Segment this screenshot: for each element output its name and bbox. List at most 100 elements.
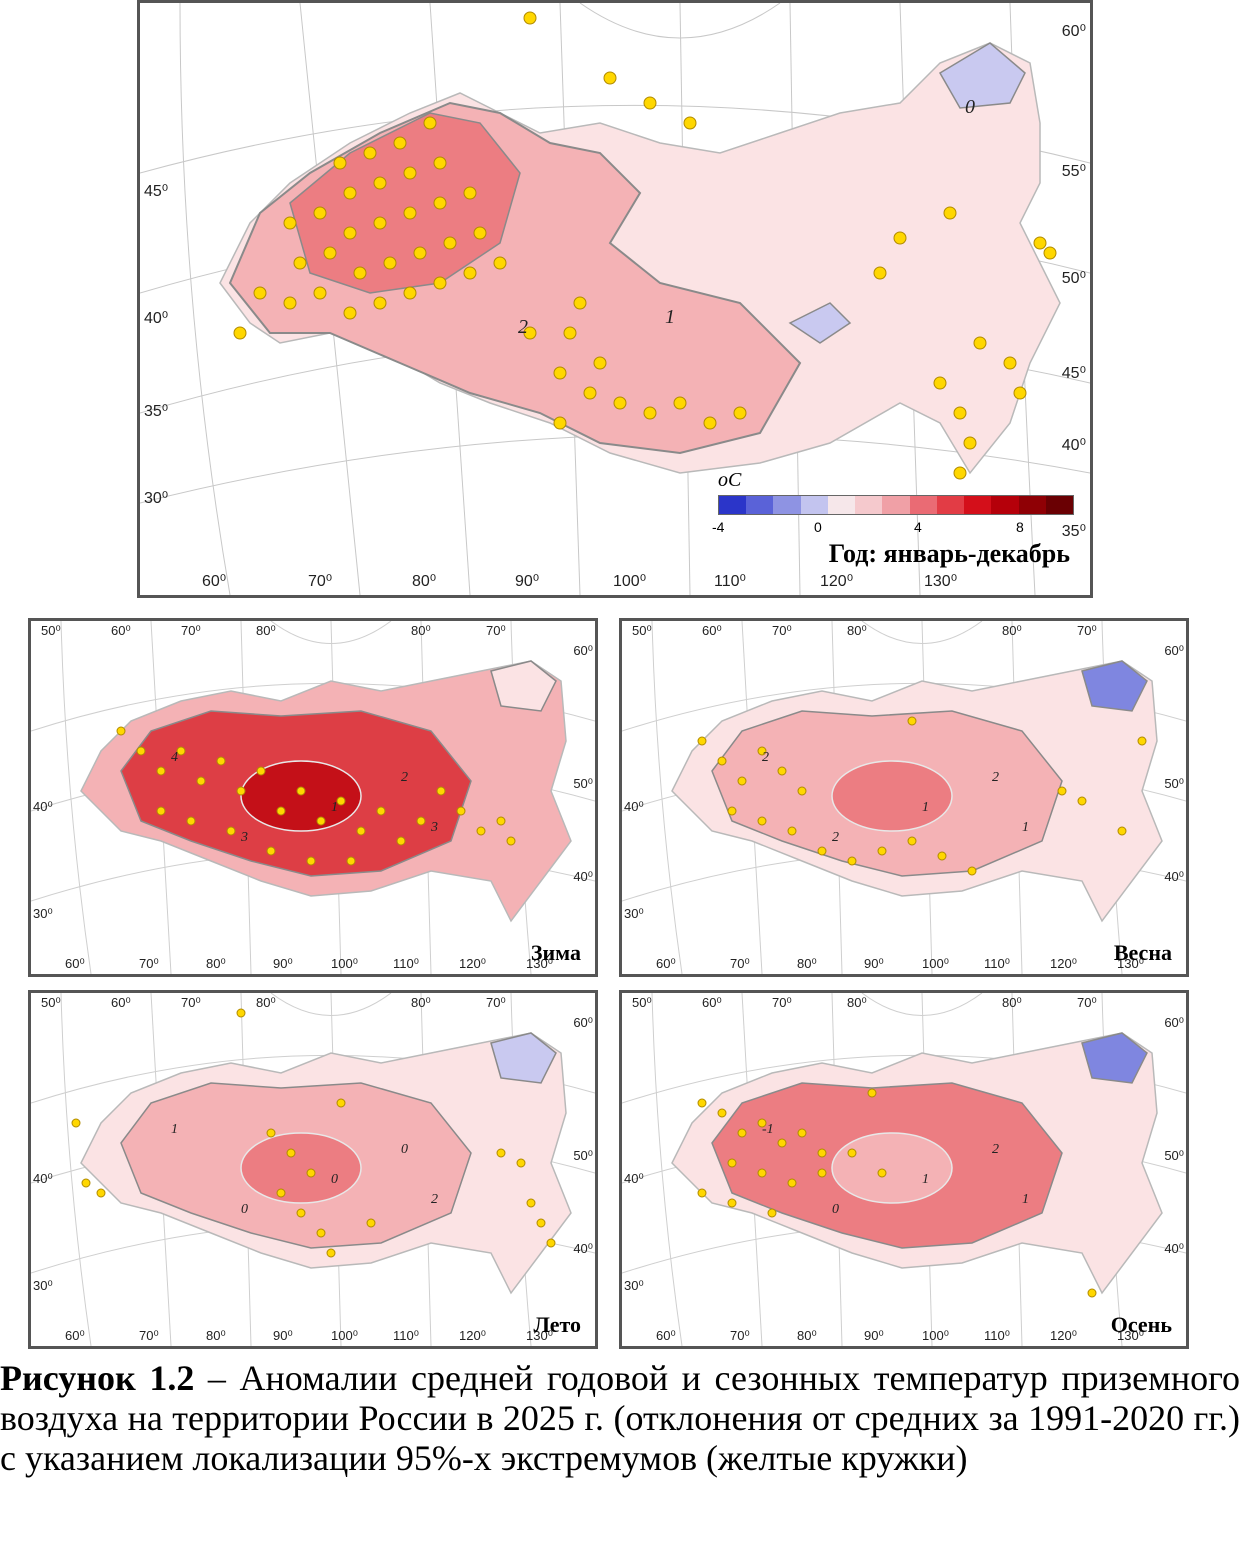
- panel-title: Осень: [1110, 1312, 1172, 1337]
- station-marker: [907, 716, 917, 726]
- isoline-label: 0: [832, 1202, 839, 1217]
- legend-swatch: [773, 496, 801, 514]
- legend-label: 4: [914, 519, 922, 535]
- station-marker: [526, 1198, 536, 1208]
- axis-tick: 40⁰: [573, 1241, 593, 1256]
- station-marker: [316, 1228, 326, 1238]
- station-marker: [847, 856, 857, 866]
- axis-tick: 40⁰: [33, 799, 53, 814]
- legend-swatch: [882, 496, 910, 514]
- right-tick: 45⁰: [1061, 365, 1086, 382]
- station-marker: [967, 866, 977, 876]
- axis-tick: 70⁰: [486, 995, 506, 1010]
- station-marker: [737, 776, 747, 786]
- axis-tick: 100⁰: [922, 956, 949, 971]
- bottom-tick: 110⁰: [714, 573, 746, 590]
- station-marker: [737, 1128, 747, 1138]
- station-marker: [236, 1008, 246, 1018]
- axis-tick: 50⁰: [573, 776, 593, 791]
- axis-tick: 60⁰: [656, 1328, 676, 1343]
- station-marker: [136, 746, 146, 756]
- isoline-label: 2: [431, 1192, 438, 1207]
- anomaly-core: [240, 1132, 362, 1204]
- isoline-label: 0: [331, 1172, 338, 1187]
- station-marker: [516, 1158, 526, 1168]
- right-tick: 60⁰: [1061, 23, 1086, 40]
- station-marker: [71, 1118, 81, 1128]
- axis-tick: 50⁰: [573, 1148, 593, 1163]
- right-tick: 40⁰: [1061, 437, 1086, 454]
- bottom-tick: 130⁰: [924, 573, 958, 590]
- station-marker: [757, 816, 767, 826]
- cold-zone: [1081, 660, 1148, 712]
- isoline-label: 0: [241, 1202, 248, 1217]
- station-marker: [757, 1118, 767, 1128]
- station-marker: [757, 1168, 767, 1178]
- axis-tick: 80⁰: [206, 956, 226, 971]
- left-tick: 45⁰: [144, 183, 169, 200]
- station-marker: [847, 1148, 857, 1158]
- axis-tick: 60⁰: [1164, 1015, 1184, 1030]
- legend-swatch: [1018, 496, 1046, 514]
- isoline-label: 0: [401, 1142, 408, 1157]
- station-marker: [96, 1188, 106, 1198]
- bottom-tick: 90⁰: [515, 573, 540, 590]
- legend-label: 8: [1016, 519, 1024, 535]
- legend-swatch: [800, 496, 828, 514]
- axis-tick: 60⁰: [573, 1015, 593, 1030]
- isoline-label: 1: [922, 800, 929, 815]
- axis-tick: 30⁰: [33, 1278, 53, 1293]
- axis-tick: 100⁰: [331, 956, 358, 971]
- axis-tick: 90⁰: [273, 1328, 293, 1343]
- axis-tick: 30⁰: [624, 1278, 644, 1293]
- axis-tick: 90⁰: [864, 1328, 884, 1343]
- station-marker: [156, 806, 166, 816]
- season-map: 1 2 2 2 1: [622, 621, 1186, 974]
- axis-tick: 80⁰: [411, 623, 431, 638]
- station-marker: [546, 1238, 556, 1248]
- isoline-labels-year: 0 1 2: [518, 96, 975, 338]
- axis-tick: 60⁰: [573, 643, 593, 658]
- axis-tick: 50⁰: [1164, 1148, 1184, 1163]
- station-marker: [937, 851, 947, 861]
- axis-tick: 80⁰: [206, 1328, 226, 1343]
- stations: [697, 716, 1147, 876]
- station-marker: [316, 816, 326, 826]
- axis-tick: 120⁰: [1050, 1328, 1077, 1343]
- station-marker: [306, 1168, 316, 1178]
- isoline-label: 2: [992, 770, 999, 785]
- station-marker: [757, 746, 767, 756]
- legend-label: -4: [712, 519, 725, 535]
- panel-title: Зима: [530, 940, 581, 965]
- season-map: 0 0 0 1 2: [31, 993, 595, 1346]
- station-marker: [236, 786, 246, 796]
- left-tick: 35⁰: [144, 403, 169, 420]
- bottom-tick: 70⁰: [308, 573, 333, 590]
- station-marker: [717, 1108, 727, 1118]
- isoline-label: 3: [240, 830, 248, 845]
- station-marker: [156, 766, 166, 776]
- legend-swatch: [909, 496, 937, 514]
- station-marker: [777, 1138, 787, 1148]
- station-marker: [226, 826, 236, 836]
- isoline-label: 1: [1022, 1192, 1029, 1207]
- station-marker: [697, 1188, 707, 1198]
- axis-tick: 60⁰: [111, 995, 131, 1010]
- axis-tick: 100⁰: [331, 1328, 358, 1343]
- axis-tick: 40⁰: [1164, 1241, 1184, 1256]
- isoline-label: 1: [171, 1122, 178, 1137]
- right-tick: 35⁰: [1061, 523, 1086, 540]
- bottom-tick: 80⁰: [412, 573, 437, 590]
- station-marker: [476, 826, 486, 836]
- isoline-label: 1: [1022, 820, 1029, 835]
- station-marker: [496, 816, 506, 826]
- stations-year: [233, 11, 1057, 480]
- legend-unit: оС: [718, 469, 742, 491]
- station-marker: [697, 736, 707, 746]
- axis-tick: 90⁰: [864, 956, 884, 971]
- station-marker: [256, 766, 266, 776]
- year-map: 0 1 2: [140, 3, 1090, 595]
- station-marker: [396, 836, 406, 846]
- axis-tick: 130⁰: [526, 1328, 553, 1343]
- station-marker: [797, 1128, 807, 1138]
